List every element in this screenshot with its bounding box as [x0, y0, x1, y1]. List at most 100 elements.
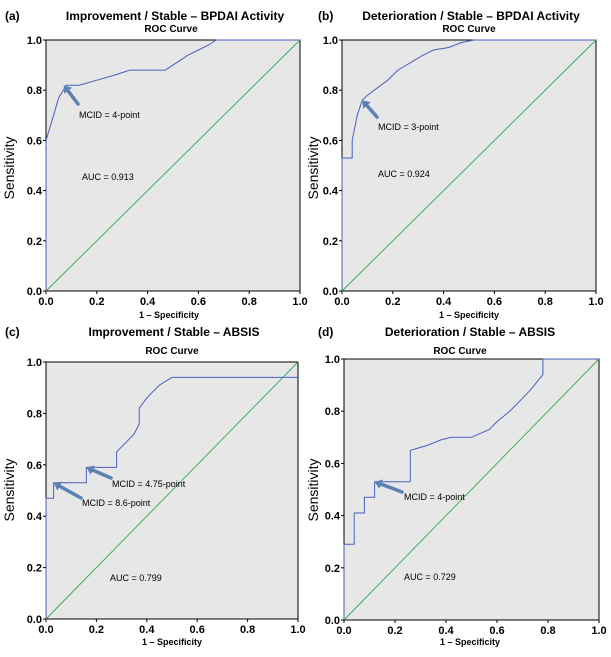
y-tick-label: 0.6	[325, 458, 340, 470]
mcid-arrow	[90, 468, 113, 480]
mcid-annotation: MCID = 8.6-point	[82, 498, 151, 508]
y-tick-label: 1.0	[323, 35, 338, 47]
roc-curve	[45, 376, 298, 619]
x-tick-label: 0.2	[89, 296, 104, 308]
y-tick-label: 0.8	[323, 85, 338, 97]
panel-title: Deterioration / Stable – BPDAI Activity	[362, 9, 580, 23]
x-tick-label: 0.8	[540, 625, 555, 637]
auc-annotation: AUC = 0.729	[404, 572, 456, 582]
mcid-arrowhead	[362, 100, 371, 109]
y-tick-label: 0.4	[27, 511, 43, 523]
y-tick-label: 0.2	[27, 236, 42, 248]
x-tick-label: 0.2	[387, 625, 402, 637]
y-tick-label: 0.8	[27, 408, 42, 420]
mcid-annotation: MCID = 4-point	[404, 492, 465, 502]
y-tick-label: 0.6	[27, 460, 42, 472]
mcid-annotation: MCID = 3-point	[378, 122, 439, 132]
roc-panel-3: (c) Improvement / Stable – ABSIS ROC Curve…	[1, 325, 306, 647]
x-tick-label: 0.4	[140, 296, 156, 308]
chart-subtitle: ROC Curve	[433, 346, 487, 357]
mcid-arrow	[365, 103, 379, 119]
y-tick-label: 1.0	[325, 354, 340, 366]
y-tick-label: 0.0	[325, 615, 340, 627]
x-tick-label: 0.8	[242, 296, 257, 308]
mcid-arrow	[66, 89, 80, 106]
x-axis-label: 1 – Specificity	[142, 637, 202, 647]
x-tick-label: 1.0	[591, 625, 606, 637]
x-tick-label: 0.4	[139, 624, 155, 636]
x-tick-label: 0.6	[191, 296, 206, 308]
roc-curve	[341, 39, 596, 291]
auc-annotation: AUC = 0.799	[110, 573, 162, 583]
y-tick-label: 0.0	[27, 614, 42, 626]
chart-subtitle: ROC Curve	[144, 24, 198, 35]
roc-panel-1: (a) Improvement / Stable – BPDAI Activity…	[1, 9, 308, 320]
panel-title: Improvement / Stable – ABSIS	[89, 325, 260, 339]
panel-letter: (a)	[5, 9, 20, 23]
mcid-arrow	[379, 482, 404, 494]
x-tick-label: 0.0	[336, 625, 351, 637]
reference-line	[341, 39, 597, 292]
y-axis-label: Sensitivity	[305, 458, 321, 521]
y-tick-label: 0.6	[27, 135, 42, 147]
chart-subtitle: ROC Curve	[145, 346, 199, 357]
auc-annotation: AUC = 0.913	[82, 172, 134, 182]
x-tick-label: 0.8	[538, 296, 553, 308]
reference-line	[343, 358, 600, 621]
chart-subtitle: ROC Curve	[442, 24, 496, 35]
y-tick-label: 0.6	[323, 135, 338, 147]
panel-letter: (b)	[318, 9, 333, 23]
roc-curve	[45, 39, 300, 291]
x-tick-label: 0.4	[438, 625, 454, 637]
x-tick-label: 0.0	[334, 296, 349, 308]
mcid-annotation: MCID = 4-point	[79, 110, 140, 120]
x-tick-label: 1.0	[588, 296, 603, 308]
auc-annotation: AUC = 0.924	[378, 169, 430, 179]
y-tick-label: 1.0	[27, 35, 42, 47]
mcid-arrowhead	[374, 479, 383, 489]
y-tick-label: 0.2	[27, 563, 42, 575]
reference-line	[45, 39, 301, 292]
y-tick-label: 0.4	[323, 186, 339, 198]
mcid-arrowhead	[63, 85, 72, 94]
y-tick-label: 0.4	[325, 511, 341, 523]
panel-title: Deterioration / Stable – ABSIS	[385, 325, 555, 339]
x-tick-label: 0.8	[240, 624, 255, 636]
x-axis-label: 1 – Specificity	[139, 310, 199, 320]
x-axis-label: 1 – Specificity	[440, 637, 500, 647]
x-tick-label: 0.4	[436, 296, 452, 308]
y-tick-label: 1.0	[27, 357, 42, 369]
x-tick-label: 0.2	[89, 624, 104, 636]
y-tick-label: 0.8	[325, 406, 340, 418]
y-tick-label: 0.4	[27, 186, 43, 198]
x-tick-label: 0.2	[385, 296, 400, 308]
x-tick-label: 0.6	[487, 296, 502, 308]
y-axis-label: Sensitivity	[1, 458, 17, 521]
y-tick-label: 0.0	[27, 286, 42, 298]
x-tick-label: 1.0	[290, 624, 305, 636]
roc-panel-4: (d) Deterioration / Stable – ABSIS ROC Cur…	[305, 325, 607, 647]
mcid-arrow	[57, 484, 83, 500]
mcid-annotation: MCID = 4.75-point	[112, 479, 186, 489]
x-tick-label: 1.0	[292, 296, 307, 308]
y-tick-label: 0.0	[323, 286, 338, 298]
y-axis-label: Sensitivity	[305, 136, 321, 199]
x-tick-label: 0.6	[489, 625, 504, 637]
x-tick-label: 0.0	[38, 624, 53, 636]
y-axis-label: Sensitivity	[1, 136, 17, 199]
x-axis-label: 1 – Specificity	[439, 310, 499, 320]
panel-letter: (d)	[318, 325, 333, 339]
y-tick-label: 0.2	[325, 563, 340, 575]
x-tick-label: 0.0	[38, 296, 53, 308]
mcid-arrowhead	[53, 481, 63, 491]
roc-curve	[343, 358, 599, 620]
y-tick-label: 0.2	[323, 236, 338, 248]
y-tick-label: 0.8	[27, 85, 42, 97]
reference-line	[45, 361, 299, 620]
x-tick-label: 0.6	[190, 624, 205, 636]
panel-title: Improvement / Stable – BPDAI Activity	[66, 9, 285, 23]
panel-letter: (c)	[5, 325, 20, 339]
roc-panel-2: (b) Deterioration / Stable – BPDAI Activi…	[305, 9, 604, 320]
mcid-arrowhead	[86, 465, 95, 475]
